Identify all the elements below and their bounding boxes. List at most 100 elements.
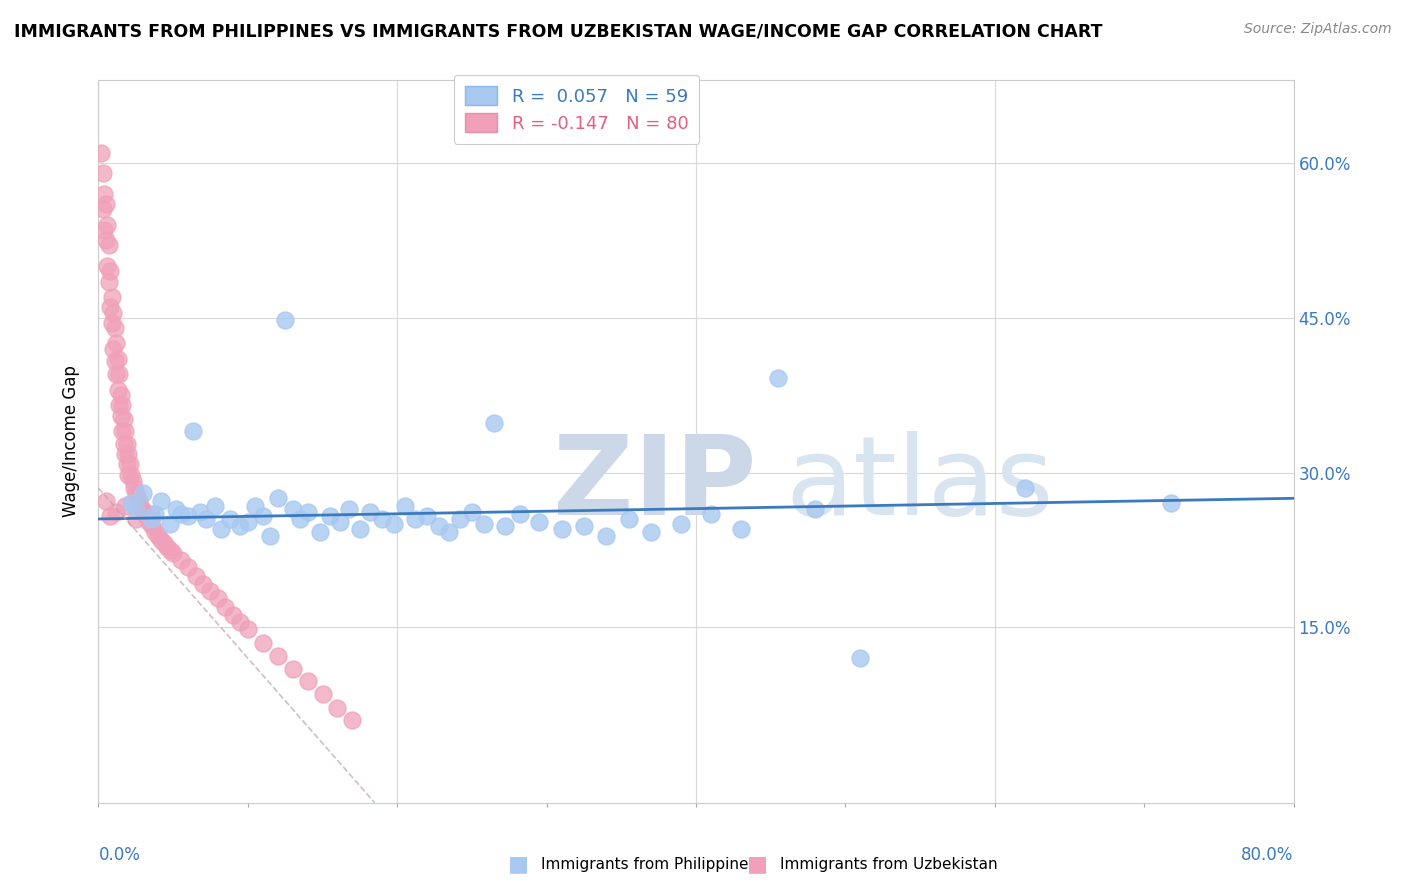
Point — [91, 166, 114, 180]
Point — [766, 370, 789, 384]
Point — [527, 515, 550, 529]
Point — [416, 508, 439, 523]
Point — [204, 499, 226, 513]
Point — [98, 301, 122, 315]
Point — [169, 507, 191, 521]
Point — [121, 474, 143, 488]
Point — [108, 368, 131, 382]
Legend: R =  0.057   N = 59, R = -0.147   N = 80: R = 0.057 N = 59, R = -0.147 N = 80 — [454, 75, 699, 144]
Point — [191, 577, 214, 591]
Point — [115, 436, 138, 450]
Point — [118, 457, 141, 471]
Point — [101, 316, 124, 330]
Point — [169, 553, 191, 567]
Point — [129, 499, 152, 513]
Point — [617, 512, 640, 526]
Point — [359, 505, 381, 519]
Point — [259, 529, 281, 543]
Point — [214, 599, 236, 614]
Point — [1014, 481, 1036, 495]
Point — [110, 388, 132, 402]
Point — [281, 501, 304, 516]
Point — [115, 457, 138, 471]
Text: 80.0%: 80.0% — [1241, 847, 1294, 864]
Point — [640, 525, 662, 540]
Point — [148, 529, 170, 543]
Point — [120, 496, 142, 510]
Point — [245, 499, 267, 513]
Point — [177, 560, 200, 574]
Point — [181, 424, 204, 438]
Point — [114, 447, 136, 461]
Point — [143, 525, 166, 540]
Text: Source: ZipAtlas.com: Source: ZipAtlas.com — [1244, 22, 1392, 37]
Y-axis label: Wage/Income Gap: Wage/Income Gap — [62, 366, 80, 517]
Point — [162, 546, 184, 560]
Point — [135, 508, 157, 523]
Point — [222, 607, 245, 622]
Point — [184, 568, 207, 582]
Point — [127, 491, 149, 506]
Point — [236, 623, 259, 637]
Point — [494, 519, 516, 533]
Point — [252, 508, 274, 523]
Point — [97, 238, 120, 252]
Point — [311, 687, 333, 701]
Text: 0.0%: 0.0% — [98, 847, 141, 864]
Point — [229, 615, 252, 630]
Point — [404, 512, 426, 526]
Point — [96, 218, 118, 232]
Point — [308, 525, 330, 540]
Point — [236, 515, 259, 529]
Point — [131, 501, 153, 516]
Text: Immigrants from Uzbekistan: Immigrants from Uzbekistan — [779, 856, 997, 871]
Point — [219, 512, 242, 526]
Point — [349, 522, 371, 536]
Point — [209, 522, 232, 536]
Point — [267, 649, 290, 664]
Point — [98, 508, 122, 523]
Point — [371, 512, 394, 526]
Point — [550, 522, 572, 536]
Point — [267, 491, 290, 506]
Text: ■: ■ — [747, 855, 768, 874]
Point — [461, 505, 484, 519]
Point — [114, 499, 136, 513]
Point — [108, 398, 131, 412]
Point — [103, 305, 125, 319]
Point — [104, 354, 127, 368]
Point — [165, 501, 187, 516]
Point — [394, 499, 416, 513]
Point — [110, 409, 132, 423]
Point — [111, 398, 134, 412]
Point — [319, 508, 342, 523]
Point — [472, 517, 495, 532]
Point — [94, 233, 117, 247]
Point — [730, 522, 752, 536]
Point — [117, 447, 139, 461]
Text: Immigrants from Philippines: Immigrants from Philippines — [541, 856, 756, 871]
Point — [252, 636, 274, 650]
Point — [128, 494, 150, 508]
Point — [439, 525, 461, 540]
Point — [125, 501, 148, 516]
Point — [484, 416, 506, 430]
Point — [156, 540, 179, 554]
Point — [124, 481, 146, 495]
Point — [96, 259, 118, 273]
Point — [141, 519, 163, 533]
Point — [288, 512, 311, 526]
Point — [94, 494, 117, 508]
Point — [449, 512, 471, 526]
Point — [132, 505, 155, 519]
Text: ZIP: ZIP — [553, 432, 756, 539]
Point — [105, 368, 128, 382]
Point — [200, 584, 222, 599]
Point — [143, 507, 166, 521]
Point — [297, 505, 319, 519]
Point — [104, 321, 127, 335]
Point — [329, 515, 352, 529]
Point — [153, 535, 176, 549]
Point — [98, 264, 122, 278]
Point — [595, 529, 617, 543]
